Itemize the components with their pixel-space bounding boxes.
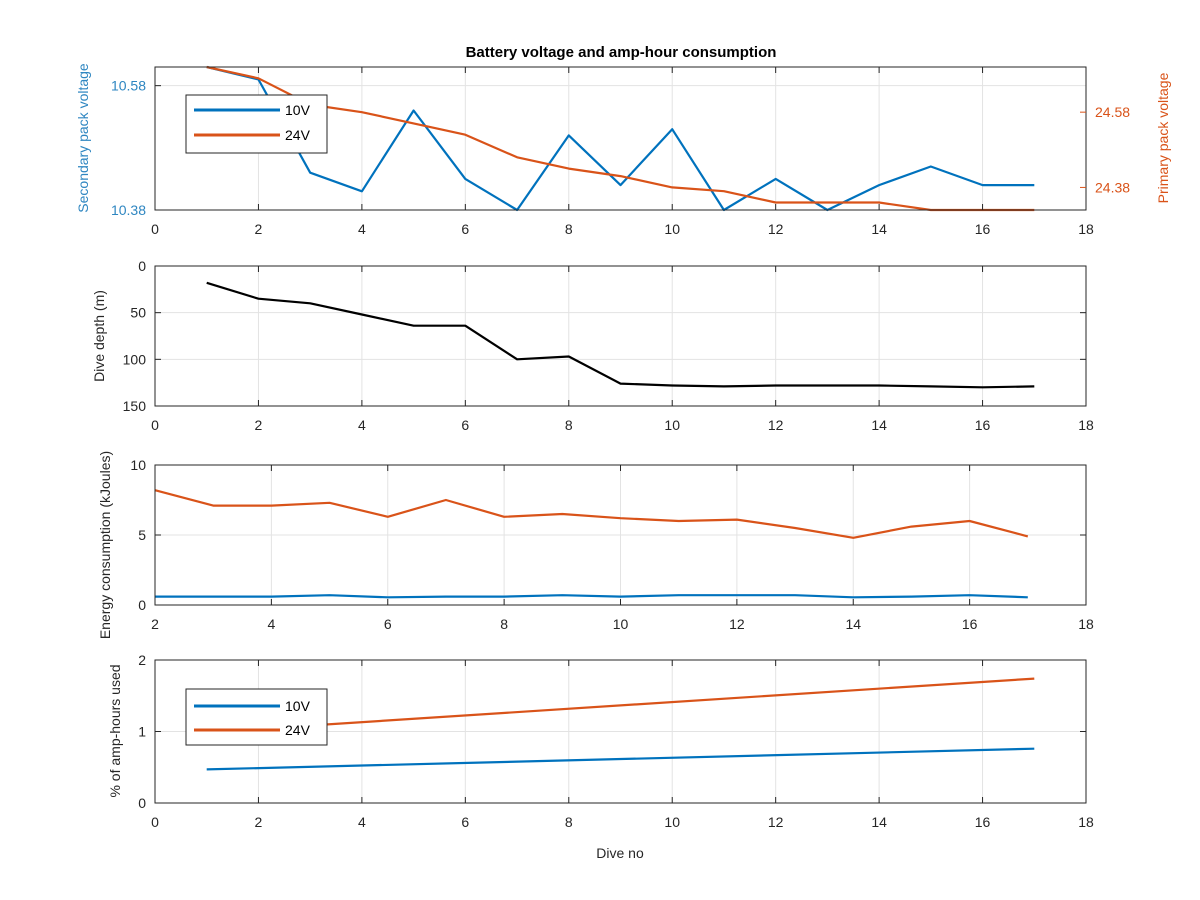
panel-2-frame bbox=[154, 265, 1087, 407]
x-tick-label: 18 bbox=[1078, 616, 1094, 632]
panel-3-series bbox=[154, 489, 1029, 599]
x-tick-label: 18 bbox=[1078, 417, 1094, 433]
x-tick-label: 4 bbox=[358, 221, 366, 237]
x-tick-label: 16 bbox=[962, 616, 978, 632]
legend-box bbox=[185, 688, 328, 746]
legend-label-24v: 24V bbox=[285, 127, 311, 143]
panel-1-frame bbox=[154, 66, 1087, 211]
x-tick-label: 2 bbox=[151, 616, 159, 632]
panel-1-series bbox=[206, 65, 1035, 212]
x-tick-label: 10 bbox=[664, 221, 680, 237]
series-line-24v bbox=[206, 677, 1035, 734]
series-line-0 bbox=[155, 594, 1028, 599]
x-tick-label: 16 bbox=[975, 417, 991, 433]
x-tick-label: 2 bbox=[255, 417, 263, 433]
panel-1-y-ticks: 10.38 10.58 bbox=[111, 78, 161, 218]
panel-1-legend: 10V 24V bbox=[185, 94, 328, 154]
panel-2-series bbox=[206, 281, 1035, 389]
legend-label-10v: 10V bbox=[285, 102, 311, 118]
y-right-tick-label: 24.38 bbox=[1095, 179, 1130, 195]
x-tick-label: 14 bbox=[845, 616, 861, 632]
series-line-0 bbox=[206, 281, 1035, 389]
x-tick-label: 8 bbox=[500, 616, 508, 632]
panel-3-grid bbox=[154, 464, 1087, 606]
x-tick-label: 6 bbox=[384, 616, 392, 632]
x-tick-label: 16 bbox=[975, 221, 991, 237]
chart-title: Battery voltage and amp-hour consumption bbox=[466, 44, 777, 61]
x-tick-label: 14 bbox=[871, 814, 887, 830]
y-right-tick-label: 24.58 bbox=[1095, 104, 1130, 120]
x-tick-label: 12 bbox=[768, 814, 784, 830]
panel-4-legend: 10V 24V bbox=[185, 688, 328, 746]
x-tick-label: 4 bbox=[267, 616, 275, 632]
panel-4-xlabel: Dive no bbox=[596, 845, 644, 861]
y-tick-label: 5 bbox=[138, 527, 146, 543]
x-tick-label: 4 bbox=[358, 417, 366, 433]
y-tick-label: 1 bbox=[138, 724, 146, 740]
x-tick-label: 8 bbox=[565, 417, 573, 433]
x-tick-label: 14 bbox=[871, 417, 887, 433]
y-tick-label: 50 bbox=[130, 305, 146, 321]
x-tick-label: 10 bbox=[664, 814, 680, 830]
series-line-10v bbox=[206, 747, 1035, 771]
x-tick-label: 0 bbox=[151, 814, 159, 830]
x-tick-label: 12 bbox=[768, 417, 784, 433]
y-tick-label: 10 bbox=[130, 457, 146, 473]
y-tick-label: 150 bbox=[123, 398, 147, 414]
panel-1-ylabel-right: Primary pack voltage bbox=[1155, 72, 1171, 203]
series-line-24v bbox=[206, 65, 1035, 212]
panel-2-y-ticks: 0 50 100 150 bbox=[123, 258, 1086, 414]
x-tick-label: 12 bbox=[768, 221, 784, 237]
y-tick-label: 0 bbox=[138, 258, 146, 274]
x-tick-label: 14 bbox=[871, 221, 887, 237]
panel-dive-depth: 0 2 4 6 8 10 12 14 16 18 0 50 100 150 Dive depth (m) bbox=[91, 258, 1094, 433]
panel-1-y-ticks-right: 24.38 24.58 bbox=[1080, 104, 1130, 195]
x-tick-label: 0 bbox=[151, 417, 159, 433]
panel-4-ylabel: % of amp-hours used bbox=[107, 664, 123, 797]
x-tick-label: 10 bbox=[613, 616, 629, 632]
panel-1-ylabel: Secondary pack voltage bbox=[75, 63, 91, 213]
x-tick-label: 2 bbox=[255, 814, 263, 830]
panel-amp-hours: 0 2 4 6 8 10 12 14 16 18 012 % of amp-hours used … bbox=[107, 652, 1094, 861]
x-tick-label: 0 bbox=[151, 221, 159, 237]
panel-2-ylabel: Dive depth (m) bbox=[91, 290, 107, 382]
panel-battery-voltage: 0 2 4 6 8 10 12 14 16 18 10.38 10.58 24.38 24.58 Se… bbox=[75, 63, 1171, 237]
y-tick-label: 0 bbox=[138, 597, 146, 613]
legend-box bbox=[185, 94, 328, 154]
series-line-1 bbox=[154, 489, 1029, 539]
y-tick-label: 100 bbox=[123, 351, 147, 367]
panel-3-y-ticks: 0 5 10 bbox=[130, 457, 1086, 613]
panel-3-x-ticks: 2 4 6 8 10 12 14 16 18 bbox=[151, 465, 1094, 632]
x-tick-label: 18 bbox=[1078, 221, 1094, 237]
x-tick-label: 12 bbox=[729, 616, 745, 632]
y-tick-label: 2 bbox=[138, 652, 146, 668]
series-line-10v bbox=[206, 65, 1035, 212]
legend-label-24v: 24V bbox=[285, 722, 311, 738]
panel-4-series bbox=[206, 677, 1035, 771]
panel-2-x-ticks: 0 2 4 6 8 10 12 14 16 18 bbox=[151, 266, 1094, 433]
y-tick-label: 0 bbox=[138, 795, 146, 811]
panel-4-x-ticks: 0 2 4 6 8 10 12 14 16 18 bbox=[151, 660, 1094, 830]
x-tick-label: 4 bbox=[358, 814, 366, 830]
x-tick-label: 18 bbox=[1078, 814, 1094, 830]
x-tick-label: 6 bbox=[461, 814, 469, 830]
x-tick-label: 10 bbox=[664, 417, 680, 433]
legend-label-10v: 10V bbox=[285, 698, 311, 714]
x-tick-label: 2 bbox=[255, 221, 263, 237]
x-tick-label: 8 bbox=[565, 814, 573, 830]
panel-3-ylabel: Energy consumption (kJoules) bbox=[97, 451, 113, 639]
x-tick-label: 8 bbox=[565, 221, 573, 237]
x-tick-label: 6 bbox=[461, 417, 469, 433]
panel-2-grid bbox=[154, 265, 1087, 407]
panel-energy-consumption: 2 4 6 8 10 12 14 16 18 0 5 10 Energy consumption (… bbox=[97, 451, 1094, 639]
y-tick-label: 10.58 bbox=[111, 78, 146, 94]
panel-4-y-ticks: 0 1 2 bbox=[138, 652, 1086, 811]
y-tick-label: 10.38 bbox=[111, 202, 146, 218]
x-tick-label: 16 bbox=[975, 814, 991, 830]
panel-1-x-ticks: 0 2 4 6 8 10 12 14 16 18 bbox=[151, 67, 1094, 237]
x-tick-label: 6 bbox=[461, 221, 469, 237]
